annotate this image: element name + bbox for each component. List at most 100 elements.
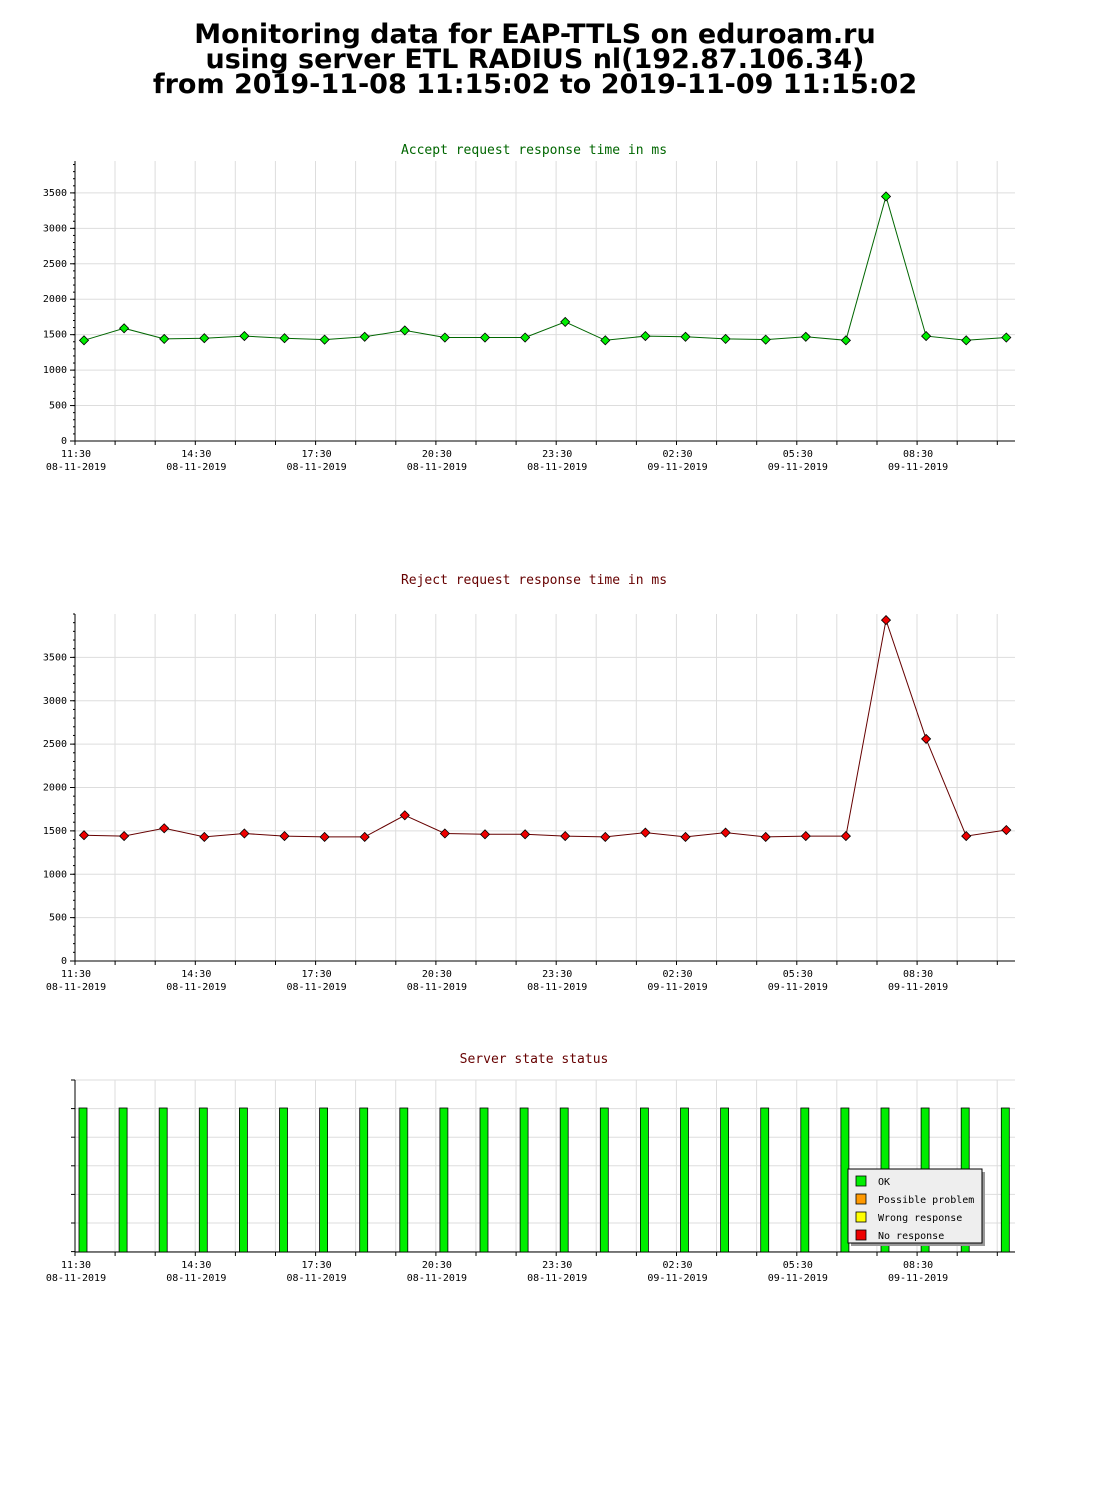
reject-data-point <box>359 831 370 843</box>
accept-data-point <box>399 325 410 336</box>
accept-series-line <box>83 194 1007 341</box>
status-status-bar <box>1000 1107 1010 1253</box>
accept-x-tick-date: 09-11-2019 <box>647 462 707 473</box>
reject-x-tick-date: 08-11-2019 <box>166 982 226 993</box>
accept-x-tick-time: 08:30 <box>903 449 933 460</box>
status-status-bar <box>559 1107 569 1253</box>
status-legend-label: Wrong response <box>878 1213 962 1224</box>
server-state-status-chart: Server state status 11:30 08-11-2019 14:30… <box>46 1052 1015 1284</box>
status-x-tick-time: 14:30 <box>181 1260 211 1271</box>
status-legend-swatch <box>855 1211 867 1223</box>
status-x-tick-date: 08-11-2019 <box>166 1273 226 1284</box>
accept-x-tick-date: 08-11-2019 <box>286 462 346 473</box>
reject-data-point <box>520 829 531 840</box>
status-x-tick-date: 08-11-2019 <box>527 1273 587 1284</box>
accept-x-tick-time: 11:30 <box>61 449 91 460</box>
accept-chart-title: Accept request response time in ms <box>401 143 667 158</box>
accept-data-point <box>159 333 170 344</box>
reject-x-tick-time: 14:30 <box>181 969 211 980</box>
accept-data-point <box>961 335 972 346</box>
accept-x-tick-time: 14:30 <box>181 449 211 460</box>
reject-data-point <box>760 831 771 843</box>
status-legend-label: OK <box>878 1177 890 1188</box>
accept-y-tick-label: 3000 <box>43 223 67 234</box>
status-status-bar <box>78 1107 88 1253</box>
accept-x-tick-date: 09-11-2019 <box>768 462 828 473</box>
status-x-tick-time: 11:30 <box>61 1260 91 1271</box>
reject-data-point <box>961 831 972 842</box>
status-x-tick-date: 08-11-2019 <box>286 1273 346 1284</box>
reject-data-point <box>439 828 450 839</box>
reject-data-point <box>880 615 892 626</box>
page-title-line-2: using server ETL RADIUS nl(192.87.106.34… <box>205 44 865 75</box>
accept-data-point <box>600 335 611 346</box>
reject-x-tick-date: 08-11-2019 <box>527 982 587 993</box>
reject-data-point <box>640 827 651 838</box>
accept-y-tick-label: 1500 <box>43 330 67 341</box>
reject-data-point <box>279 831 290 842</box>
accept-data-point <box>520 332 531 343</box>
reject-x-tick-date: 08-11-2019 <box>46 982 106 993</box>
accept-y-tick-label: 2500 <box>43 259 67 270</box>
status-status-bar <box>680 1107 689 1253</box>
status-x-tick-time: 23:30 <box>542 1260 572 1271</box>
status-status-bar <box>599 1107 609 1253</box>
status-status-bar <box>720 1107 729 1253</box>
reject-data-point <box>399 810 410 821</box>
status-x-tick-date: 09-11-2019 <box>768 1273 828 1284</box>
status-status-bar <box>439 1107 449 1253</box>
accept-x-tick-date: 08-11-2019 <box>527 462 587 473</box>
reject-y-tick-label: 500 <box>49 913 67 924</box>
accept-data-point <box>720 333 731 344</box>
status-status-bar <box>519 1107 529 1253</box>
status-status-bar <box>198 1107 208 1253</box>
status-legend <box>847 1168 983 1244</box>
accept-data-point <box>199 333 210 344</box>
accept-data-point <box>119 323 130 334</box>
status-x-tick-time: 17:30 <box>302 1260 332 1271</box>
accept-x-tick-date: 08-11-2019 <box>407 462 467 473</box>
status-x-tick-time: 20:30 <box>422 1260 452 1271</box>
reject-data-point <box>840 831 851 842</box>
reject-y-tick-label: 3500 <box>43 652 67 663</box>
accept-x-tick-time: 05:30 <box>783 449 813 460</box>
accept-y-tick-label: 1000 <box>43 365 67 376</box>
reject-data-point <box>479 829 491 840</box>
page-title-line-1: Monitoring data for EAP-TTLS on eduroam.… <box>194 19 876 50</box>
reject-y-tick-label: 2500 <box>43 739 67 750</box>
accept-data-point <box>640 331 651 342</box>
accept-y-tick-label: 0 <box>61 436 67 447</box>
reject-x-tick-time: 05:30 <box>783 969 813 980</box>
status-legend-swatch <box>855 1229 867 1241</box>
status-x-tick-time: 05:30 <box>783 1260 813 1271</box>
reject-x-tick-time: 20:30 <box>422 969 452 980</box>
accept-x-tick-date: 08-11-2019 <box>166 462 226 473</box>
status-chart-title: Server state status <box>460 1052 609 1067</box>
reject-data-point <box>560 831 571 842</box>
accept-y-tick-label: 2000 <box>43 294 67 305</box>
reject-data-point <box>720 827 731 838</box>
status-status-bar <box>760 1107 770 1253</box>
status-x-tick-time: 08:30 <box>903 1260 933 1271</box>
accept-data-point <box>359 331 370 342</box>
accept-data-point <box>239 331 250 342</box>
reject-x-tick-time: 17:30 <box>302 969 332 980</box>
status-x-tick-date: 08-11-2019 <box>46 1273 106 1284</box>
reject-data-point <box>159 823 170 834</box>
accept-data-point <box>840 335 851 346</box>
accept-x-tick-date: 08-11-2019 <box>46 462 106 473</box>
accept-data-point <box>439 332 450 343</box>
reject-x-tick-time: 11:30 <box>61 969 91 980</box>
status-x-tick-date: 08-11-2019 <box>407 1273 467 1284</box>
reject-x-tick-time: 02:30 <box>662 969 692 980</box>
reject-x-tick-date: 09-11-2019 <box>647 982 707 993</box>
status-status-bar <box>800 1107 810 1253</box>
accept-data-point <box>680 331 691 342</box>
status-status-bar <box>319 1107 329 1253</box>
page-title: Monitoring data for EAP-TTLS on eduroam.… <box>0 19 1070 98</box>
status-legend-label: No response <box>878 1231 944 1242</box>
status-x-tick-time: 02:30 <box>662 1260 692 1271</box>
accept-x-tick-time: 20:30 <box>422 449 452 460</box>
accept-data-point <box>479 332 491 343</box>
reject-data-point <box>680 831 691 843</box>
